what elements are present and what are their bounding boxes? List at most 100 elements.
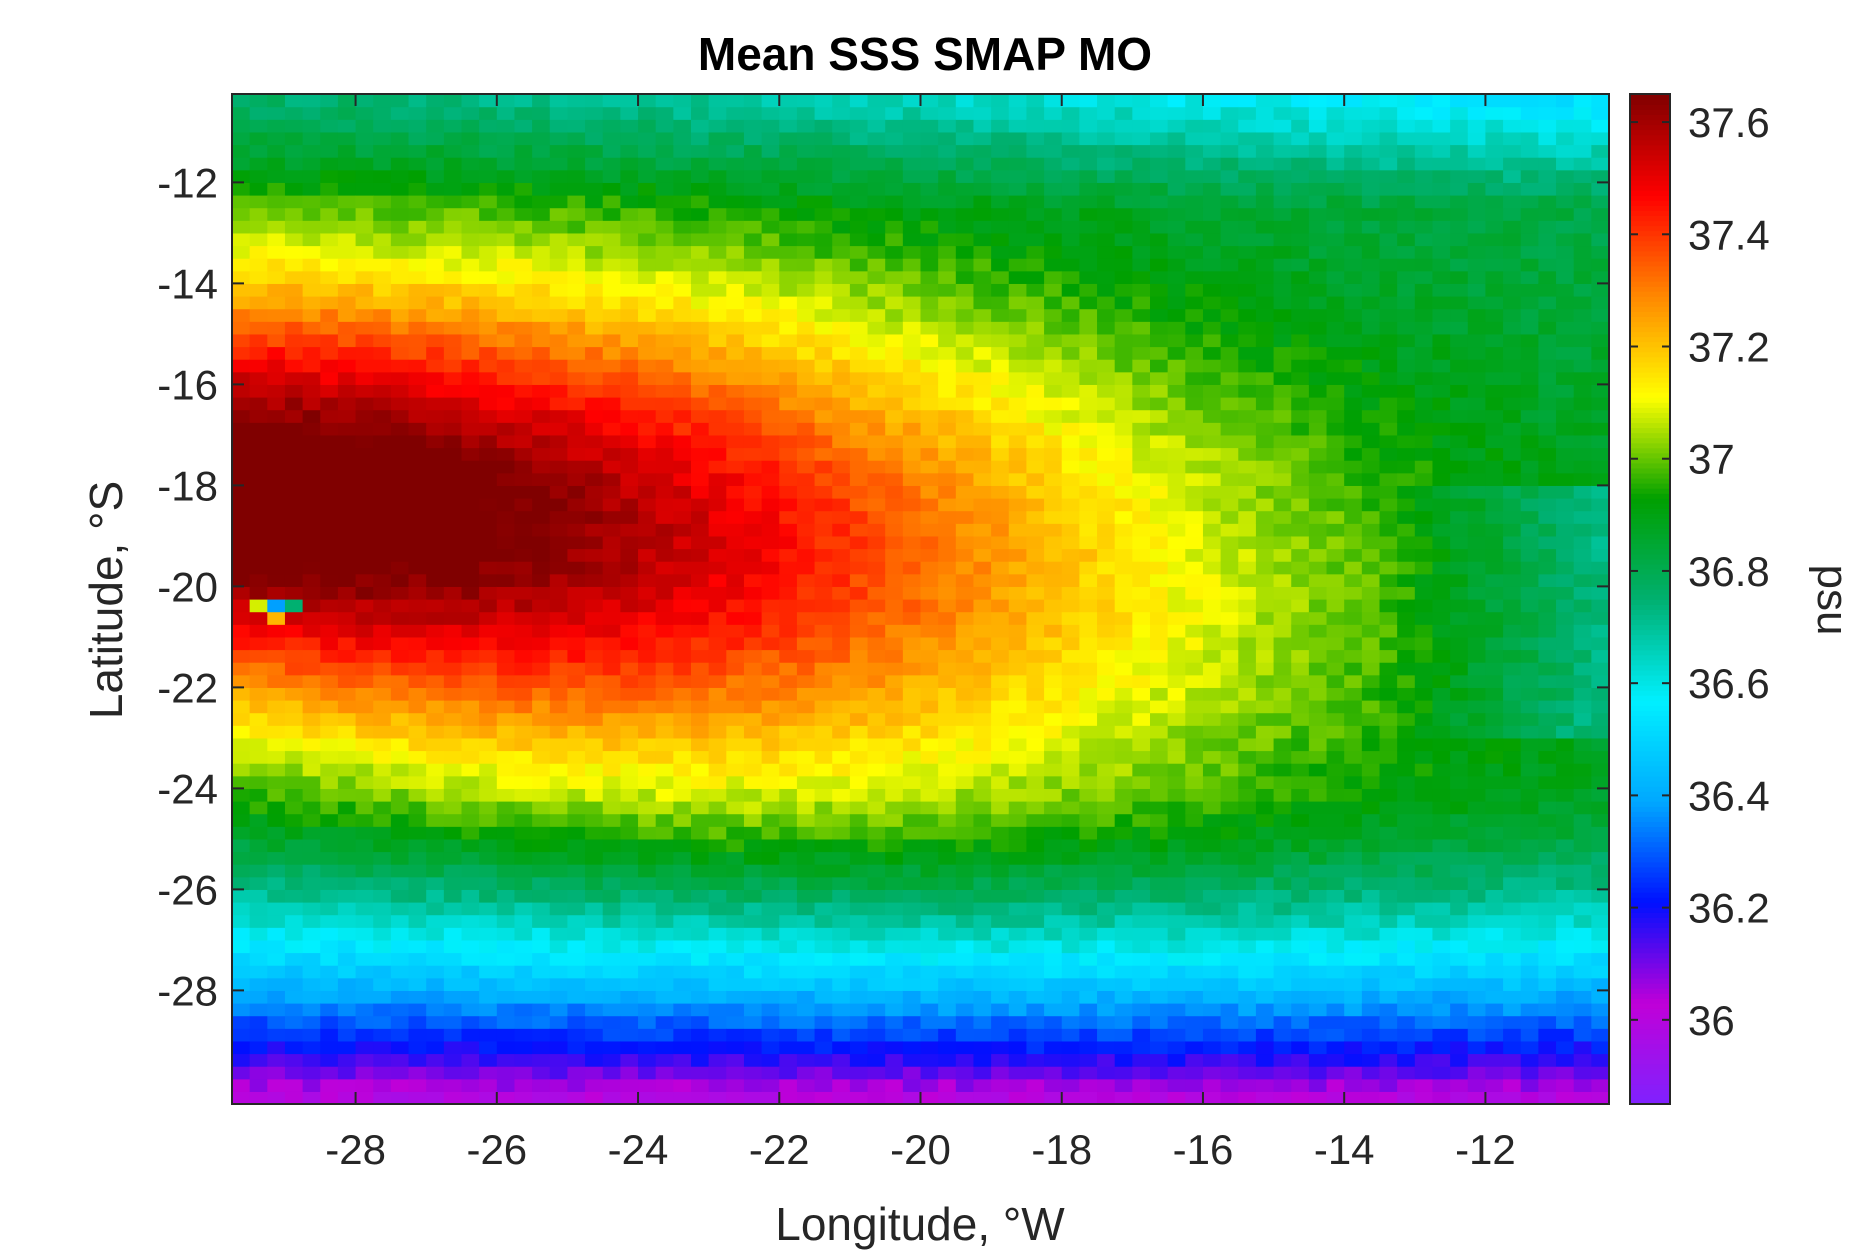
- heatmap-cell: [638, 586, 657, 600]
- heatmap-cell: [1026, 283, 1045, 297]
- heatmap-cell: [1291, 851, 1310, 865]
- heatmap-cell: [1185, 826, 1204, 840]
- heatmap-cell: [1008, 750, 1028, 764]
- heatmap-cell: [849, 321, 869, 335]
- heatmap-cell: [549, 447, 569, 461]
- heatmap-cell: [991, 1053, 1010, 1067]
- heatmap-cell: [443, 182, 463, 196]
- heatmap-cell: [549, 510, 569, 524]
- heatmap-cell: [267, 864, 286, 878]
- heatmap-cell: [1008, 359, 1028, 373]
- heatmap-cell: [973, 232, 992, 247]
- heatmap-cell: [408, 472, 427, 486]
- heatmap-cell: [1273, 801, 1292, 815]
- heatmap-cell: [514, 1053, 533, 1067]
- heatmap-cell: [779, 245, 798, 259]
- heatmap-cell: [355, 207, 374, 221]
- heatmap-cell: [1132, 611, 1151, 625]
- heatmap-cell: [1150, 977, 1169, 991]
- heatmap-cell: [832, 902, 851, 916]
- heatmap-cell: [1167, 94, 1186, 108]
- heatmap-cell: [585, 232, 604, 247]
- heatmap-cell: [232, 409, 251, 423]
- heatmap-cell: [973, 763, 992, 777]
- heatmap-cell: [320, 169, 339, 183]
- heatmap-cell: [796, 422, 816, 436]
- heatmap-cell: [1220, 990, 1239, 1004]
- heatmap-cell: [1273, 561, 1292, 575]
- heatmap-cell: [1061, 977, 1080, 991]
- heatmap-cell: [920, 397, 939, 411]
- heatmap-cell: [1291, 687, 1310, 701]
- heatmap-cell: [779, 169, 798, 183]
- heatmap-cell: [337, 535, 357, 550]
- heatmap-cell: [1079, 308, 1098, 322]
- heatmap-cell: [585, 245, 604, 259]
- heatmap-cell: [337, 573, 357, 587]
- heatmap-cell: [938, 1040, 957, 1055]
- heatmap-cell: [232, 977, 251, 991]
- heatmap-cell: [1044, 434, 1063, 449]
- heatmap-cell: [1044, 409, 1063, 423]
- heatmap-cell: [796, 801, 816, 815]
- heatmap-cell: [743, 409, 763, 423]
- heatmap-cell: [991, 422, 1010, 436]
- heatmap-cell: [1291, 788, 1310, 802]
- heatmap-cell: [390, 1028, 410, 1042]
- heatmap-cell: [585, 914, 604, 928]
- heatmap-cell: [655, 460, 674, 474]
- heatmap-cell: [1132, 586, 1151, 600]
- heatmap-cell: [496, 397, 516, 411]
- heatmap-cell: [1273, 119, 1292, 133]
- heatmap-cell: [726, 371, 745, 385]
- heatmap-cell: [691, 498, 710, 512]
- heatmap-cell: [726, 333, 745, 348]
- heatmap-cell: [743, 434, 763, 449]
- heatmap-cell: [1167, 1078, 1186, 1092]
- heatmap-cell: [849, 939, 869, 954]
- heatmap-cell: [1008, 599, 1028, 613]
- heatmap-cell: [1167, 498, 1186, 512]
- heatmap-cell: [1061, 131, 1080, 146]
- heatmap-cell: [761, 397, 780, 411]
- heatmap-cell: [1220, 599, 1239, 613]
- heatmap-cell: [549, 296, 569, 310]
- heatmap-cell: [655, 775, 674, 789]
- heatmap-cell: [1220, 472, 1239, 486]
- heatmap-cell: [620, 838, 639, 853]
- heatmap-cell: [761, 687, 780, 701]
- heatmap-cell: [461, 182, 480, 196]
- heatmap-cell: [761, 258, 780, 272]
- heatmap-cell: [655, 788, 674, 802]
- heatmap-cell: [585, 548, 604, 562]
- heatmap-cell: [1238, 700, 1257, 714]
- heatmap-cell: [267, 485, 286, 499]
- heatmap-cell: [832, 460, 851, 474]
- heatmap-cell: [426, 460, 445, 474]
- heatmap-cell: [1150, 649, 1169, 663]
- heatmap-cell: [1097, 485, 1116, 499]
- heatmap-cell: [796, 1078, 816, 1092]
- heatmap-cell: [1220, 485, 1239, 499]
- heatmap-cell: [1291, 270, 1310, 284]
- heatmap-cell: [973, 775, 992, 789]
- heatmap-cell: [461, 573, 480, 587]
- heatmap-cell: [1238, 1028, 1257, 1042]
- heatmap-cell: [267, 838, 286, 853]
- heatmap-cell: [320, 106, 339, 120]
- heatmap-cell: [267, 1003, 286, 1017]
- heatmap-cell: [1132, 952, 1151, 966]
- heatmap-cell: [461, 624, 480, 638]
- heatmap-cell: [1255, 1003, 1275, 1017]
- heatmap-cell: [1185, 131, 1204, 146]
- heatmap-cell: [602, 750, 621, 764]
- heatmap-cell: [549, 939, 569, 954]
- heatmap-cell: [1273, 308, 1292, 322]
- heatmap-cell: [779, 725, 798, 739]
- heatmap-cells: [232, 94, 1610, 1105]
- heatmap-cell: [602, 586, 621, 600]
- heatmap-cell: [673, 611, 692, 625]
- heatmap-cell: [479, 548, 498, 562]
- heatmap-cell: [796, 144, 816, 158]
- heatmap-cell: [973, 1003, 992, 1017]
